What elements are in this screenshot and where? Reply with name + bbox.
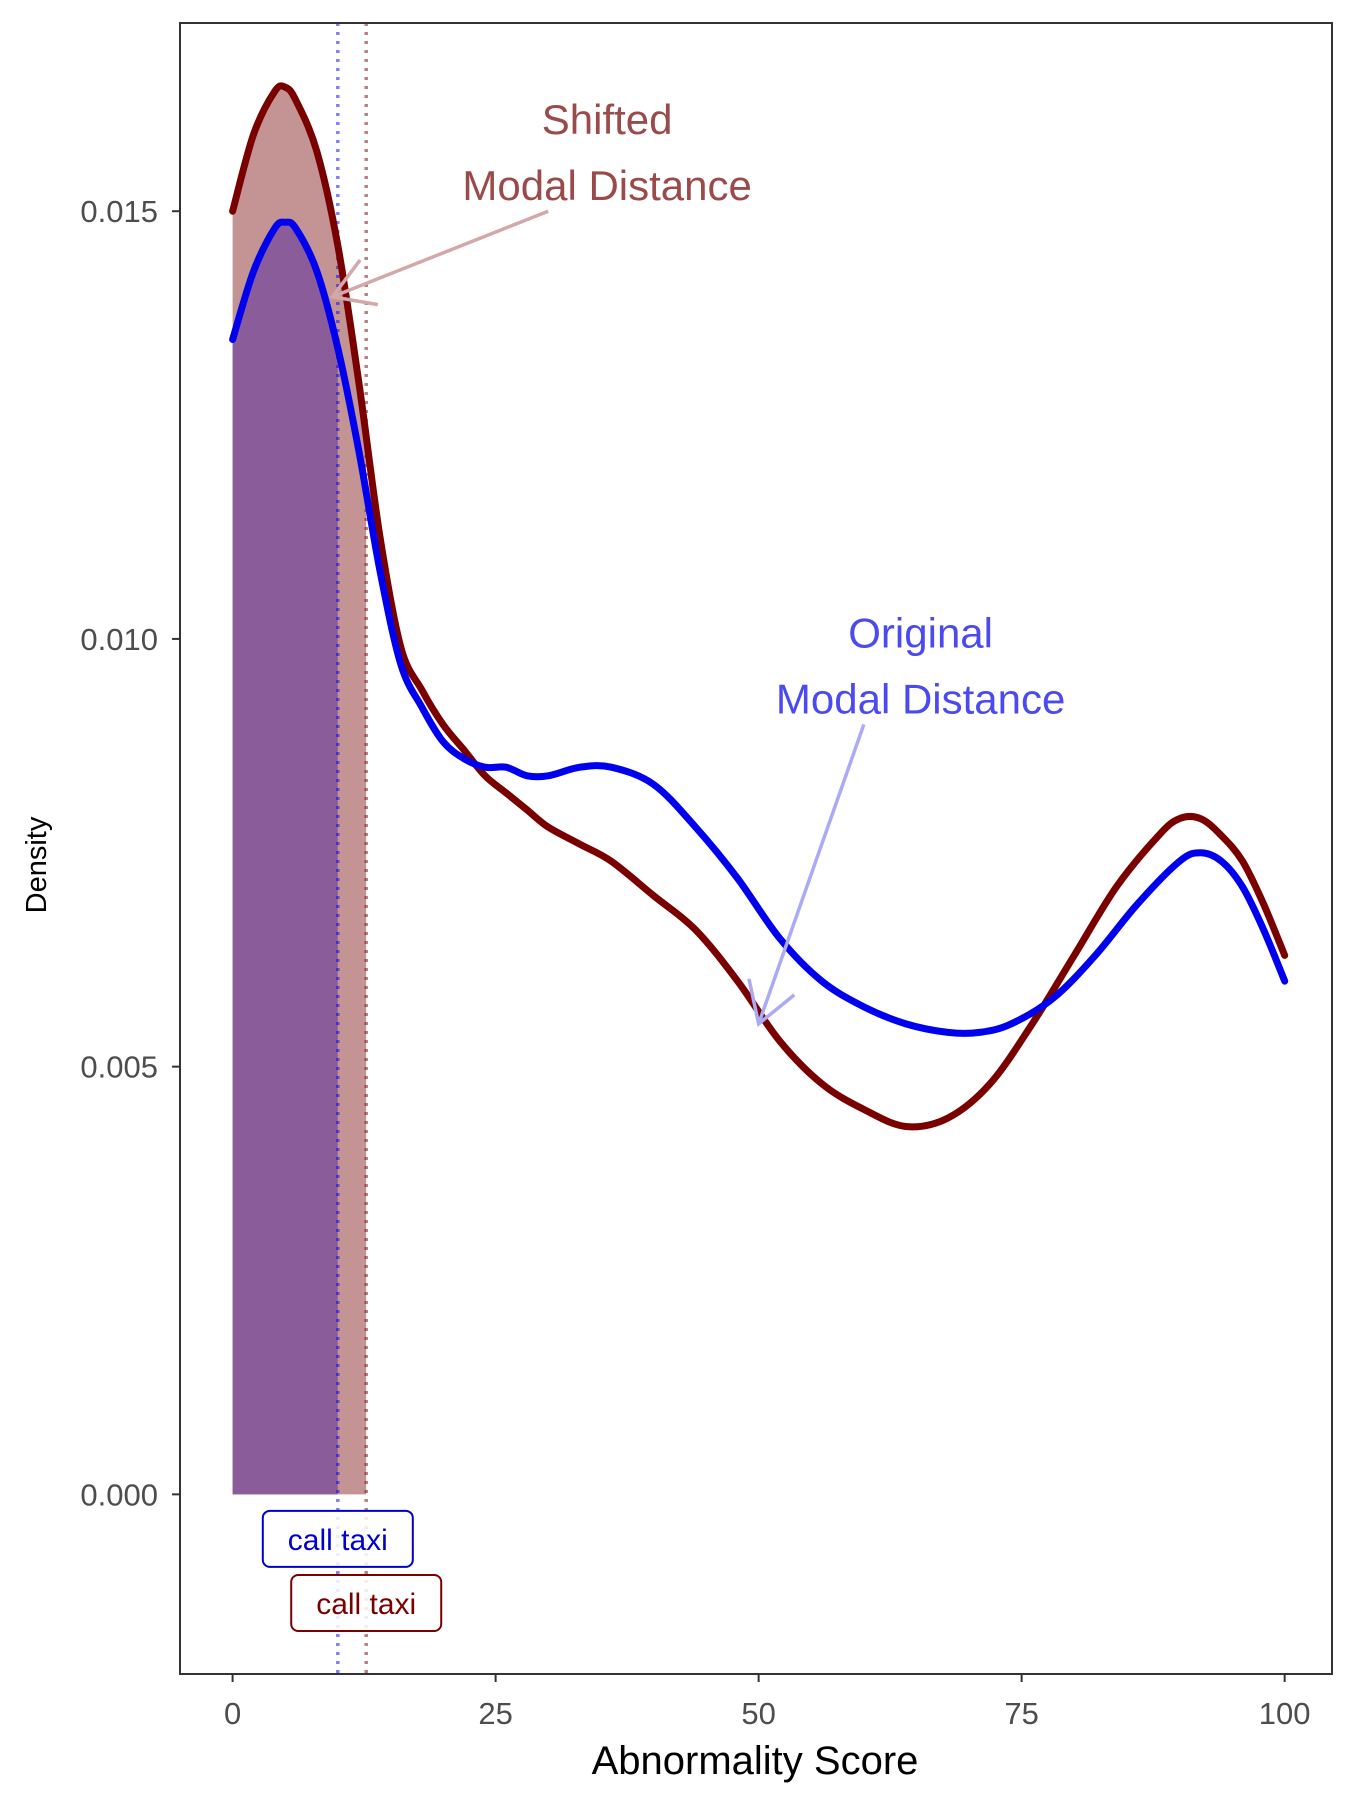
y-tick-label: 0.010	[80, 622, 158, 657]
x-tick-label: 50	[741, 1696, 775, 1731]
density-curve-0	[229, 82, 1289, 1131]
y-tick-label: 0.015	[80, 194, 158, 229]
x-axis-label: Abnormality Score	[592, 1739, 919, 1783]
annotation-text-0-1: Modal Distance	[462, 162, 751, 209]
y-axis-ticks: 0.000 0.005 0.010 0.015	[80, 194, 180, 1512]
annotation-layer: Shifted Modal Distance Original Modal Dista…	[329, 96, 1065, 1028]
annotation-arrowhead-0	[329, 258, 379, 307]
modal-label-0: call taxi	[288, 1524, 388, 1557]
density-curve-layer	[229, 82, 1289, 1131]
panel-border	[179, 22, 1333, 1675]
y-axis-label: Density	[21, 816, 53, 913]
x-tick-label: 75	[1004, 1696, 1038, 1731]
annotation-text-1-0: Original	[848, 609, 993, 656]
modal-fill-layer	[232, 87, 367, 1495]
y-tick-label: 0.000	[80, 1477, 158, 1512]
x-tick-label: 25	[478, 1696, 512, 1731]
y-tick-label: 0.005	[80, 1050, 158, 1085]
annotation-arrow-1	[756, 723, 866, 1025]
annotation-text-0-0: Shifted	[542, 96, 673, 143]
modal-label-1: call taxi	[316, 1588, 416, 1621]
modal-label-box-1	[290, 1573, 443, 1632]
x-axis-ticks: 0 25 50 75 100	[224, 1674, 1311, 1731]
modal-label-layer: call taxi call taxi	[261, 1509, 443, 1632]
modal-label-box-0	[261, 1509, 414, 1568]
annotation-text-1-1: Modal Distance	[776, 675, 1065, 722]
annotation-arrow-0	[331, 209, 549, 299]
x-tick-label: 0	[224, 1696, 241, 1731]
annotation-arrowhead-1	[747, 978, 796, 1028]
modal-area-fill-1	[232, 222, 338, 1495]
x-tick-label: 100	[1259, 1696, 1311, 1731]
density-curve-1	[229, 218, 1289, 1037]
